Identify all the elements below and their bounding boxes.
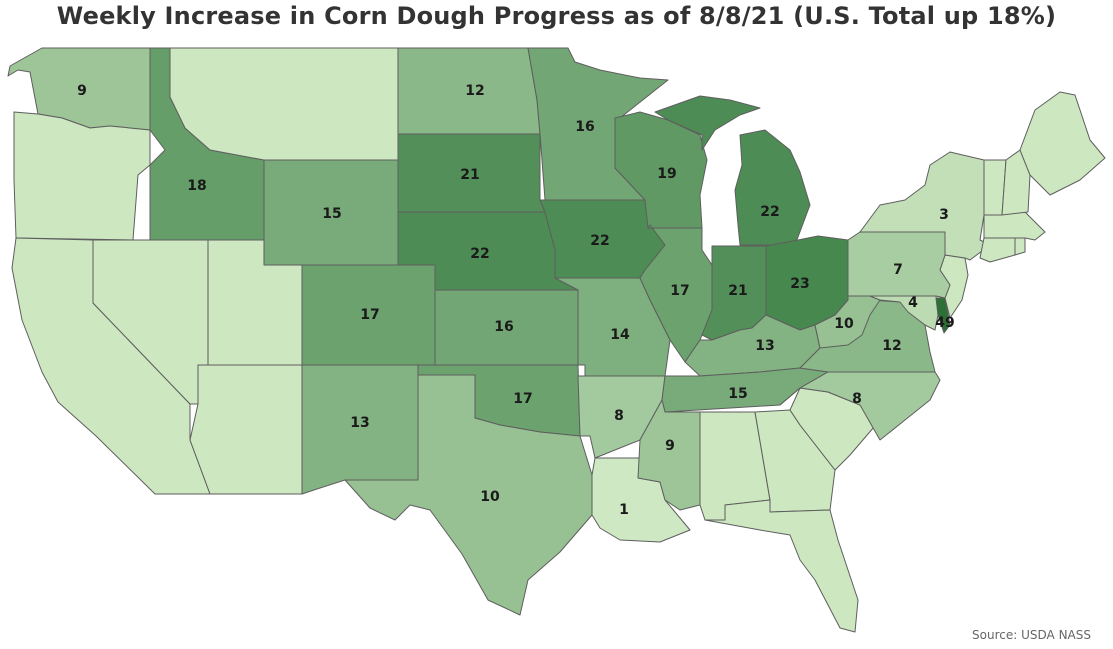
state-value-va: 12	[882, 338, 901, 354]
state-value-tn: 15	[728, 386, 747, 402]
state-value-ky: 13	[755, 338, 774, 354]
state-value-mn: 16	[575, 119, 594, 135]
state-ri[interactable]	[1014, 237, 1026, 256]
state-ct[interactable]	[979, 237, 1016, 263]
state-value-wa: 9	[77, 83, 87, 99]
state-value-mi: 22	[760, 204, 779, 220]
state-shapes	[7, 47, 1106, 633]
chart-title: Weekly Increase in Corn Dough Progress a…	[56, 2, 1057, 30]
state-value-wi: 19	[657, 166, 676, 182]
state-value-oh: 23	[790, 276, 809, 292]
state-az[interactable]	[189, 364, 303, 495]
state-value-sd: 21	[460, 167, 479, 183]
state-value-ne: 22	[470, 246, 489, 262]
state-value-ok: 17	[513, 391, 532, 407]
state-value-wv: 10	[834, 316, 854, 332]
state-value-ny: 3	[939, 207, 949, 223]
state-value-il: 17	[670, 283, 689, 299]
state-value-la: 1	[619, 502, 629, 518]
state-value-labels: 9 18 15 17 13 12 21 22 16 17 10 16 22 14 8 1 19 17 22 21 23 1…	[77, 83, 955, 518]
state-value-id: 18	[187, 178, 206, 194]
state-value-ar: 8	[614, 408, 624, 424]
state-nh[interactable]	[1001, 149, 1031, 216]
state-value-co: 17	[360, 307, 379, 323]
state-value-ks: 16	[494, 319, 513, 335]
state-value-in: 21	[728, 283, 747, 299]
state-value-nc: 8	[852, 391, 862, 407]
state-tx[interactable]	[344, 374, 593, 616]
state-value-ia: 22	[590, 233, 609, 249]
source-note: Source: USDA NASS	[972, 628, 1091, 642]
state-value-ms: 9	[665, 438, 675, 454]
state-nc[interactable]	[779, 371, 941, 441]
state-ma[interactable]	[983, 211, 1046, 241]
state-il[interactable]	[639, 224, 713, 363]
state-value-de: 49	[935, 315, 954, 331]
state-value-tx: 10	[480, 489, 500, 505]
state-fl[interactable]	[704, 499, 859, 633]
state-value-md: 4	[908, 295, 918, 311]
state-value-nd: 12	[465, 83, 484, 99]
state-mt[interactable]	[169, 47, 399, 161]
state-wv[interactable]	[814, 295, 881, 349]
state-value-nm: 13	[350, 415, 369, 431]
state-or[interactable]	[13, 111, 151, 241]
state-value-pa: 7	[893, 262, 903, 278]
state-me[interactable]	[1019, 91, 1106, 196]
state-value-mo: 14	[610, 327, 630, 343]
state-value-wy: 15	[322, 206, 341, 222]
state-wi[interactable]	[614, 111, 708, 229]
